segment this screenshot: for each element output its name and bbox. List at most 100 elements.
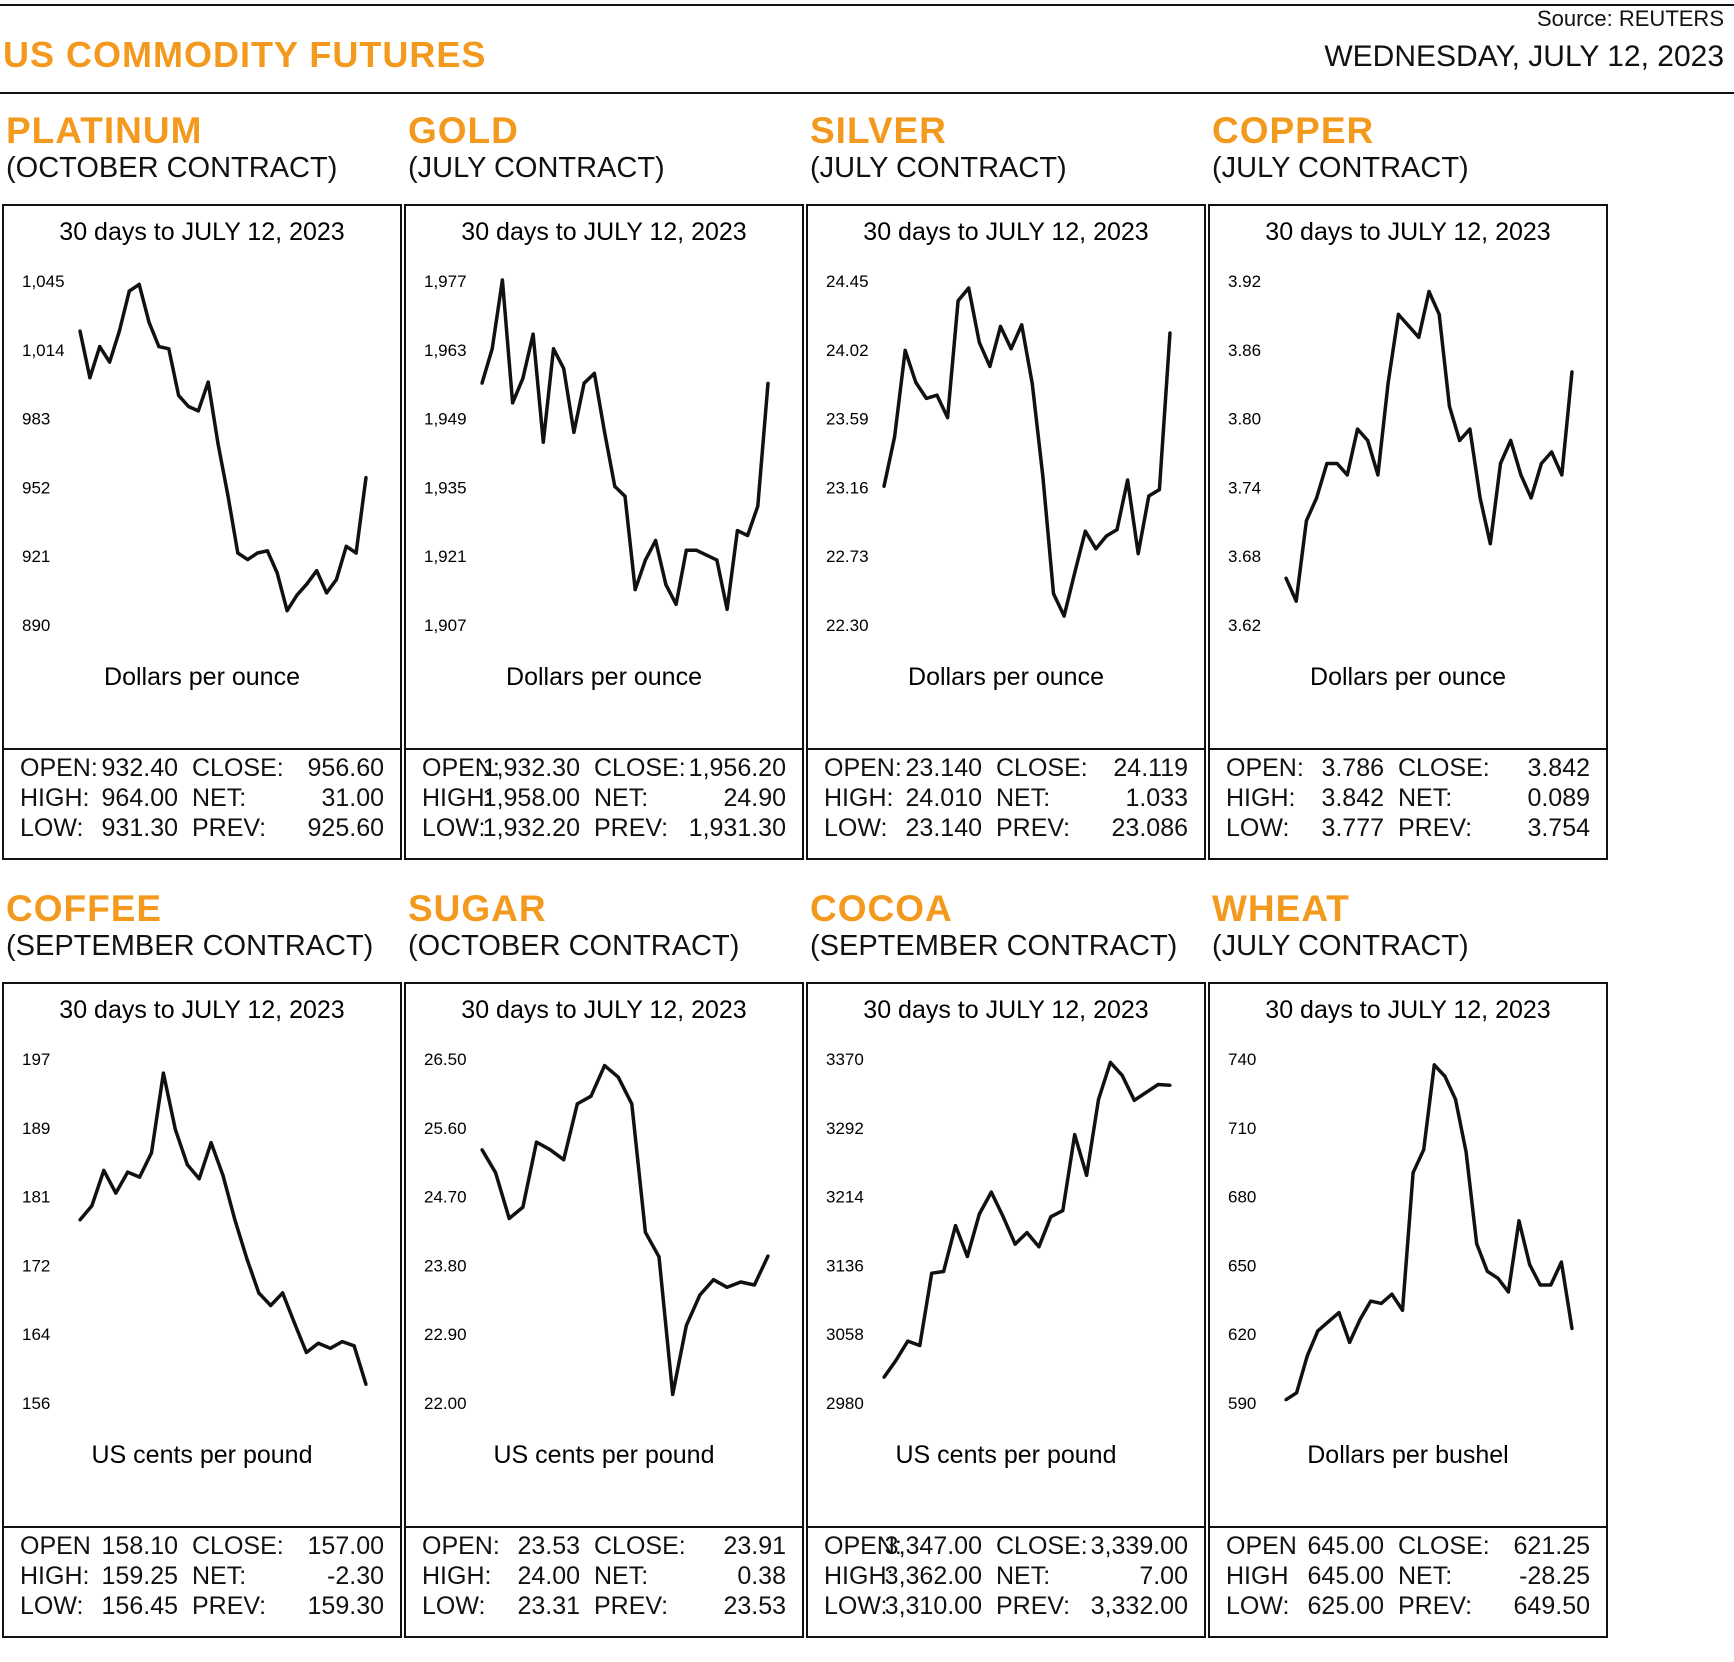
stat-value-open: 645.00	[1307, 1532, 1384, 1560]
y-tick-label: 890	[22, 616, 50, 635]
data-point	[766, 1254, 770, 1258]
stat-value-open: 23.53	[517, 1532, 580, 1560]
stat-label-high: HIGH:	[824, 784, 894, 812]
data-point	[918, 1343, 922, 1348]
data-point	[739, 1280, 743, 1284]
stat-label-high: HIGH:	[20, 784, 90, 812]
y-tick-label: 3.68	[1228, 547, 1261, 566]
y-tick-label: 24.45	[826, 272, 869, 291]
data-point	[1030, 382, 1034, 386]
data-point	[1348, 1340, 1352, 1344]
data-point	[1369, 1299, 1373, 1303]
stat-value-prev: 649.50	[1513, 1592, 1590, 1620]
y-tick-label: 23.16	[826, 478, 869, 497]
y-tick-label: 983	[22, 410, 50, 429]
period-label: 30 days to JULY 12, 2023	[863, 996, 1148, 1024]
stat-value-close: 157.00	[307, 1532, 384, 1560]
data-point	[766, 381, 770, 385]
data-point	[1443, 1074, 1447, 1078]
stat-label-high: HIGH:	[20, 1562, 90, 1590]
stat-value-low: 156.45	[101, 1592, 178, 1620]
data-point	[715, 558, 719, 562]
unit-label: US cents per pound	[92, 1441, 313, 1469]
data-point	[623, 494, 627, 498]
y-tick-label: 22.90	[424, 1325, 467, 1344]
data-point	[1417, 335, 1421, 339]
data-point	[340, 1340, 344, 1344]
stats-table: OPEN: 3.786 CLOSE: 3.842 HIGH: 3.842 NET: 0.089…	[1208, 746, 1608, 860]
line-chart: 30 days to JULY 12, 2023 26.50 25.60 24.70 2…	[424, 996, 770, 1469]
data-point	[1560, 473, 1564, 477]
stats-table: OPEN 158.10 CLOSE: 157.00 HIGH: 159.25 NET: -2.…	[2, 1524, 402, 1638]
data-point	[1386, 381, 1390, 385]
data-point	[1345, 473, 1349, 477]
data-point	[589, 1094, 593, 1098]
data-point	[245, 1256, 249, 1261]
price-series-line	[78, 1071, 368, 1385]
period-label: 30 days to JULY 12, 2023	[461, 996, 746, 1024]
data-point	[988, 364, 992, 368]
data-point	[657, 1255, 661, 1259]
data-point	[1326, 1320, 1330, 1324]
data-point	[1284, 1398, 1288, 1402]
data-point	[725, 607, 729, 611]
y-tick-label: 620	[1228, 1325, 1256, 1344]
stat-value-close: 1,956.20	[688, 754, 786, 782]
stat-label-high: HIGH	[1226, 1562, 1289, 1590]
y-tick-label: 23.59	[826, 410, 869, 429]
data-point	[1453, 1097, 1458, 1101]
data-point	[364, 475, 368, 480]
y-tick-label: 22.73	[826, 547, 869, 566]
stat-label-open: OPEN:	[422, 1532, 500, 1560]
stat-value-close: 24.119	[1113, 754, 1188, 782]
y-tick-label: 3136	[826, 1256, 864, 1275]
data-point	[216, 442, 220, 446]
data-point	[1136, 552, 1140, 556]
y-tick-label: 3.92	[1228, 272, 1261, 291]
data-point	[914, 380, 918, 384]
price-series-line	[480, 278, 770, 612]
stat-label-open: OPEN:	[422, 754, 500, 782]
data-point	[531, 332, 535, 336]
stat-label-prev: PREV:	[192, 1592, 267, 1620]
data-point	[233, 1218, 237, 1222]
data-point	[1509, 438, 1513, 443]
stat-label-net: NET:	[996, 1562, 1051, 1590]
data-point	[643, 1230, 647, 1234]
stat-label-close: CLOSE:	[192, 754, 284, 782]
stat-label-close: CLOSE:	[1398, 1532, 1490, 1560]
stat-value-high: 1,958.00	[482, 784, 580, 812]
data-point	[147, 320, 151, 324]
data-point	[206, 380, 210, 384]
data-point	[269, 1303, 273, 1308]
data-point	[1528, 1262, 1532, 1266]
stats-table: OPEN: 23.140 CLOSE: 24.119 HIGH: 24.010 NET: 1.…	[806, 746, 1206, 860]
stat-value-open: 3,347.00	[884, 1532, 982, 1560]
data-point	[221, 1173, 225, 1178]
stat-value-prev: 159.30	[307, 1592, 384, 1620]
price-series-line	[882, 286, 1172, 618]
unit-label: Dollars per ounce	[506, 663, 702, 691]
data-point	[903, 348, 907, 352]
data-point	[613, 484, 617, 488]
contract-subtitle: (OCTOBER CONTRACT)	[408, 930, 740, 962]
y-tick-label: 3.86	[1228, 341, 1261, 360]
data-point	[1400, 1308, 1405, 1312]
source-credit: Source: REUTERS	[1536, 6, 1724, 31]
data-point	[1096, 1097, 1101, 1102]
data-point	[285, 609, 289, 613]
data-point	[1358, 1317, 1362, 1321]
price-series-line	[1285, 1063, 1574, 1402]
data-point	[1168, 1083, 1172, 1087]
data-point	[1506, 1290, 1510, 1294]
data-point	[684, 548, 688, 552]
commodity-title: GOLD	[408, 110, 519, 151]
data-point	[1437, 312, 1441, 316]
chart-box: 30 days to JULY 12, 2023 197 189 181 172 164 1…	[2, 982, 402, 1528]
header-rule	[0, 92, 1734, 94]
data-point	[1335, 461, 1339, 466]
stat-value-close: 23.91	[723, 1532, 786, 1560]
page-title: US COMMODITY FUTURES	[3, 34, 487, 75]
stat-label-prev: PREV:	[1398, 1592, 1473, 1620]
commodity-panel-sugar: SUGAR (OCTOBER CONTRACT) 30 days to JULY 1…	[404, 872, 804, 1662]
